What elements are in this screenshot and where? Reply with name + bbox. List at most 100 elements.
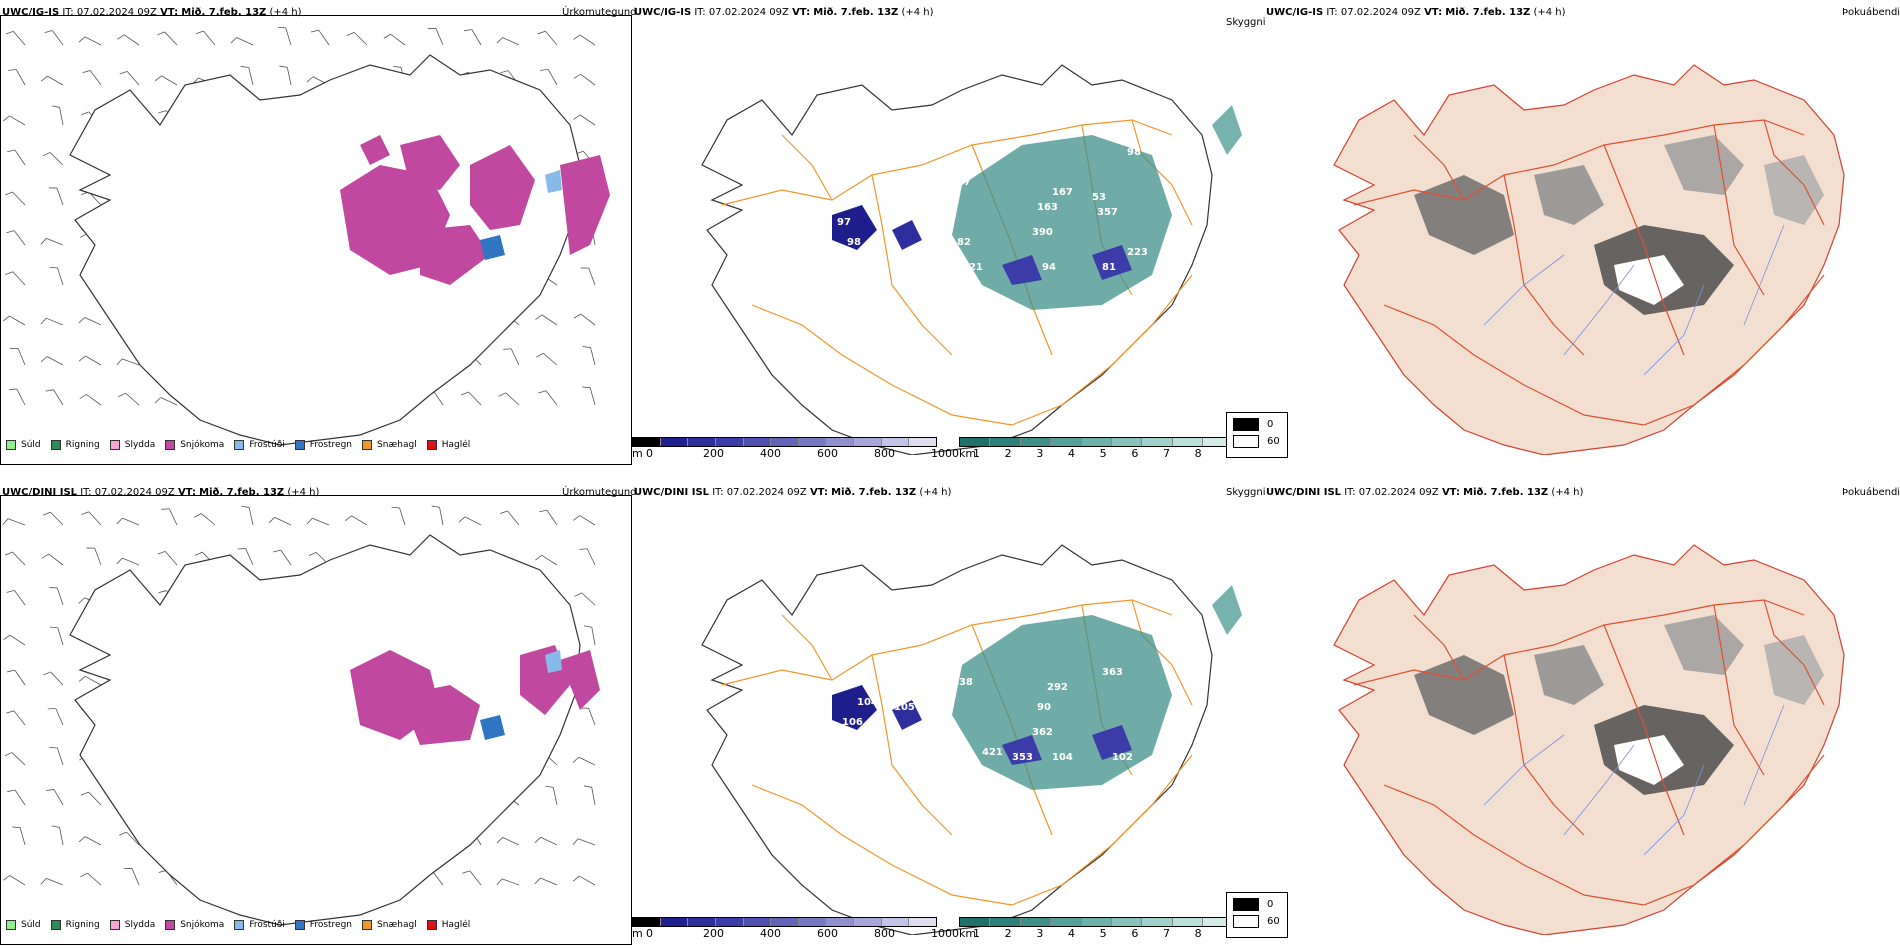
colorbar-swatch [1172, 438, 1204, 446]
legend-item: Frostregn [294, 920, 352, 930]
road [1413, 614, 1465, 681]
legend-label: Snjókoma [180, 440, 225, 450]
colorbar-swatch [771, 918, 799, 926]
legend-swatch [294, 920, 305, 930]
snowfall-areas [350, 645, 600, 745]
snowfall-area [560, 650, 600, 710]
river [1483, 734, 1565, 806]
legend-label: Haglél [441, 920, 471, 930]
colorbar-tick: 400 [760, 447, 781, 460]
ceiling-label: 57 [1177, 727, 1191, 738]
fog-area [1764, 635, 1824, 705]
panel-header: UWC/IG-IS IT: 07.02.2024 09Z VT: Mið. 7.… [2, 7, 302, 18]
fog-area [1664, 135, 1744, 195]
colorbar-unit: m [632, 447, 643, 460]
fog-area [1664, 615, 1744, 675]
legend-item: Snjókoma [165, 920, 224, 930]
colorbar-swatch [798, 918, 827, 926]
legend-swatch [426, 920, 437, 930]
legend-label: Frostúði [249, 920, 285, 930]
legend-label: Frostregn [309, 440, 353, 450]
glacier-area [1614, 735, 1684, 785]
colorbar-tick: 1 [973, 927, 980, 940]
fog-legend: 0 60 [1226, 892, 1288, 938]
fog-areas [1414, 135, 1824, 315]
freezing-rain-area [480, 715, 505, 740]
map-frame [0, 495, 632, 945]
visibility-colorbar [959, 917, 1264, 927]
colorbar-swatch [1112, 918, 1143, 926]
colorbar-swatch [1081, 918, 1113, 926]
colorbar-swatch [715, 918, 744, 926]
legend-label: Snjókoma [180, 920, 225, 930]
colorbar-unit: km [959, 927, 977, 940]
snowfall-area [470, 145, 535, 230]
colorbar-swatch [771, 438, 799, 446]
ceiling-label: 97 [837, 217, 851, 228]
legend-label: Rigning [65, 920, 100, 930]
colorbar-swatch [854, 918, 882, 926]
ceiling-label: 152 [1097, 127, 1118, 138]
road [1603, 624, 1685, 836]
road [871, 174, 953, 356]
road [871, 654, 953, 836]
ceiling-label: 102 [932, 697, 953, 708]
colorbar-swatch [1020, 918, 1052, 926]
ceiling-label: 94 [1042, 262, 1056, 273]
visibility-panel-bottom: UWC/DINI ISL IT: 07.02.2024 09Z VT: Mið.… [632, 480, 1272, 945]
legend-label: Frostúði [249, 440, 285, 450]
colorbar-tick: 6 [1131, 447, 1139, 460]
legend-item: Súld [6, 440, 41, 450]
legend-label: Súld [21, 440, 41, 450]
fog-panel-top: UWC/IG-IS IT: 07.02.2024 09Z VT: Mið. 7.… [1226, 0, 1900, 465]
legend-item: Frostregn [294, 440, 353, 450]
legend-swatch [362, 920, 373, 930]
ceiling-label: 357 [1097, 207, 1118, 218]
ceiling-label: 98 [847, 237, 861, 248]
colorbar-tick: 7 [1163, 447, 1170, 460]
river [1743, 704, 1785, 806]
ceiling-label: 163 [1037, 202, 1058, 213]
road [1763, 599, 1825, 706]
legend-label: Slydda [124, 920, 156, 930]
river [1483, 254, 1565, 326]
colorbar-tick: 800 [874, 447, 895, 460]
ceiling-label: 105 [894, 702, 915, 713]
ceiling-label: 90 [1037, 702, 1051, 713]
fog-panel-bottom: UWC/DINI ISL IT: 07.02.2024 09Z VT: Mið.… [1226, 480, 1900, 945]
snowfall-area [400, 135, 460, 190]
panel-title: Þokuábendi [1842, 487, 1900, 498]
road [1383, 274, 1825, 426]
precip-legend: Súld Rigning Slydda Snjókoma Frostúði Frostre… [6, 440, 480, 450]
colorbar-swatch [660, 918, 689, 926]
river [1643, 284, 1705, 376]
low-ceiling-area [892, 220, 922, 250]
legend-swatch [426, 440, 437, 450]
legend-item: Frostúði [234, 920, 285, 930]
road [1763, 119, 1825, 226]
colorbar-swatch [909, 438, 937, 446]
river [1563, 264, 1635, 356]
legend-item: Rigning [50, 920, 100, 930]
colorbar-swatch [660, 438, 689, 446]
ceiling-label: 81 [1102, 262, 1116, 273]
legend-label: Haglél [441, 440, 471, 450]
fog-areas [1414, 615, 1824, 795]
legend-label: Súld [21, 920, 41, 930]
river [1643, 764, 1705, 856]
colorbar-tick: 4 [1068, 927, 1075, 940]
colorbar-swatch [909, 918, 937, 926]
colorbar-tick: 600 [817, 447, 838, 460]
colorbar-swatch [990, 918, 1021, 926]
snowfall-area [560, 155, 610, 255]
legend-item: Slydda [109, 920, 156, 930]
colorbar-tick: 4 [1068, 447, 1075, 460]
legend-item: Snæhagl [362, 920, 417, 930]
colorbar-tick: 800 [874, 927, 895, 940]
legend-item: Haglél [426, 920, 471, 930]
legend-label: Slydda [124, 440, 156, 450]
colorbar-swatch [1172, 918, 1204, 926]
ceiling-label: 239 [930, 257, 951, 268]
